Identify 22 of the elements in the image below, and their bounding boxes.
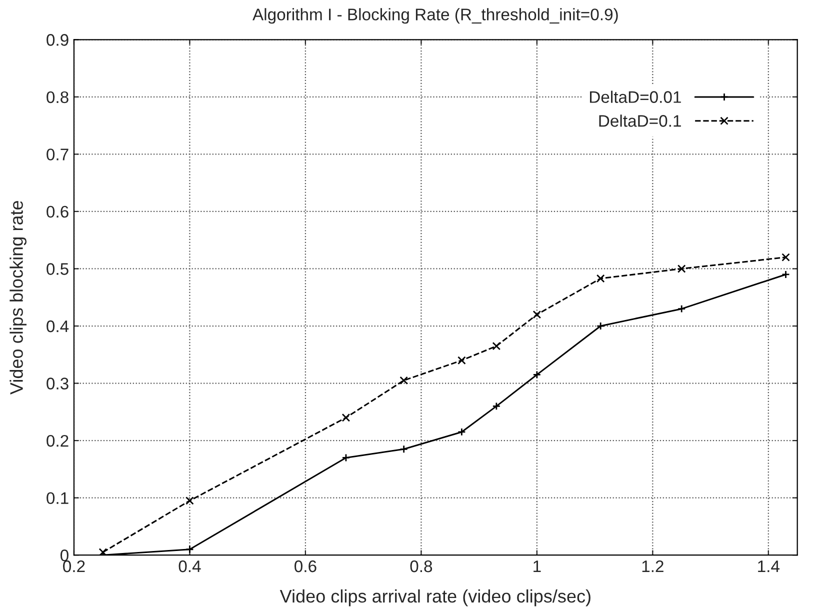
- x-tick-label: 1.4: [758, 560, 780, 572]
- legend-label: DeltaD=0.01: [590, 90, 681, 103]
- y-tick-label: 0.5: [46, 263, 68, 275]
- x-tick-label: 0.4: [178, 560, 201, 572]
- y-tick-label: 0.3: [46, 378, 68, 390]
- y-axis-title: Video clips blocking rate: [10, 200, 27, 394]
- y-tick-label: 0.9: [46, 34, 68, 46]
- y-tick-label: 0: [60, 550, 68, 562]
- x-tick-label: 0.2: [63, 560, 85, 572]
- y-tick-label: 0.8: [46, 91, 68, 104]
- x-tick-label: 0.8: [410, 560, 432, 572]
- y-tick-label: 0.2: [46, 434, 68, 447]
- y-tick-label: 0.6: [46, 206, 68, 218]
- y-tick-label: 0.1: [46, 492, 68, 504]
- chart-title: Algorithm I - Blocking Rate (R_threshold_init=0.9): [252, 8, 618, 24]
- x-tick-label: 1.2: [642, 560, 664, 572]
- y-tick-label: 0.4: [46, 320, 69, 332]
- x-tick-label: 1: [534, 560, 541, 572]
- legend-label: DeltaD=0.1: [599, 114, 681, 127]
- x-axis-title: Video clips arrival rate (video clips/sec): [280, 589, 590, 606]
- x-tick-label: 0.6: [294, 560, 316, 572]
- y-tick-label: 0.7: [46, 148, 68, 160]
